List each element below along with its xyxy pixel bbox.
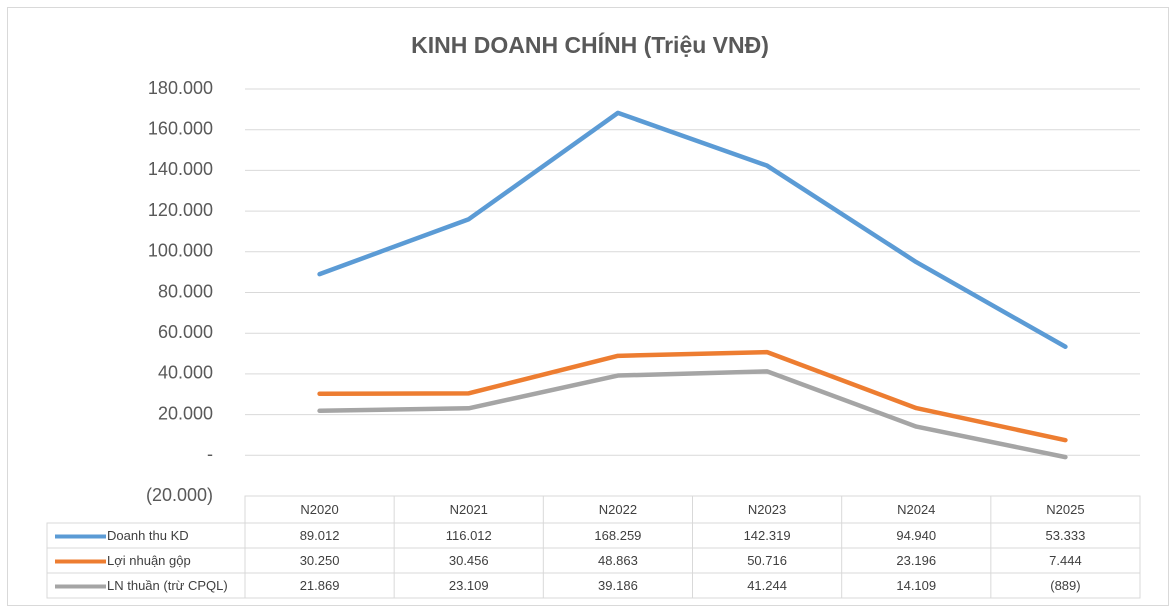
x-tick-label: N2025 [1046, 502, 1084, 517]
x-tick-label: N2020 [300, 502, 338, 517]
y-tick-label: (20.000) [146, 485, 213, 505]
y-tick-label: 180.000 [148, 78, 213, 98]
x-tick-label: N2024 [897, 502, 935, 517]
y-tick-label: 120.000 [148, 200, 213, 220]
y-tick-label: 20.000 [158, 403, 213, 423]
y-tick-label: 80.000 [158, 281, 213, 301]
table-value: 30.250 [300, 553, 340, 568]
table-value: 168.259 [594, 528, 641, 543]
table-value: 89.012 [300, 528, 340, 543]
table-value: 39.186 [598, 578, 638, 593]
table-value: 142.319 [744, 528, 791, 543]
series-line [317, 369, 1068, 460]
y-tick-label: - [207, 444, 213, 464]
series-line [317, 349, 1068, 443]
table-value: 7.444 [1049, 553, 1082, 568]
x-tick-label: N2021 [450, 502, 488, 517]
legend-label: Doanh thu KD [107, 528, 189, 543]
table-value: 23.109 [449, 578, 489, 593]
table-value: 48.863 [598, 553, 638, 568]
y-tick-label: 40.000 [158, 363, 213, 383]
table-value: 21.869 [300, 578, 340, 593]
table-value: (889) [1050, 578, 1080, 593]
y-tick-label: 160.000 [148, 118, 213, 138]
table-value: 53.333 [1046, 528, 1086, 543]
table-value: 41.244 [747, 578, 787, 593]
x-tick-label: N2022 [599, 502, 637, 517]
table-value: 116.012 [446, 528, 492, 543]
chart-border [7, 7, 1169, 606]
table-value: 14.109 [896, 578, 936, 593]
table-value: 30.456 [449, 553, 489, 568]
x-tick-label: N2023 [748, 502, 786, 517]
legend-label: Lợi nhuận gộp [107, 553, 191, 568]
table-value: 23.196 [896, 553, 936, 568]
table-value: 94.940 [896, 528, 936, 543]
chart-title: KINH DOANH CHÍNH (Triệu VNĐ) [411, 31, 769, 58]
y-tick-label: 100.000 [148, 241, 213, 261]
table-value: 50.716 [747, 553, 787, 568]
y-tick-label: 140.000 [148, 159, 213, 179]
y-tick-label: 60.000 [158, 322, 213, 342]
legend-label: LN thuần (trừ CPQL) [107, 578, 228, 593]
series-line [317, 110, 1068, 350]
